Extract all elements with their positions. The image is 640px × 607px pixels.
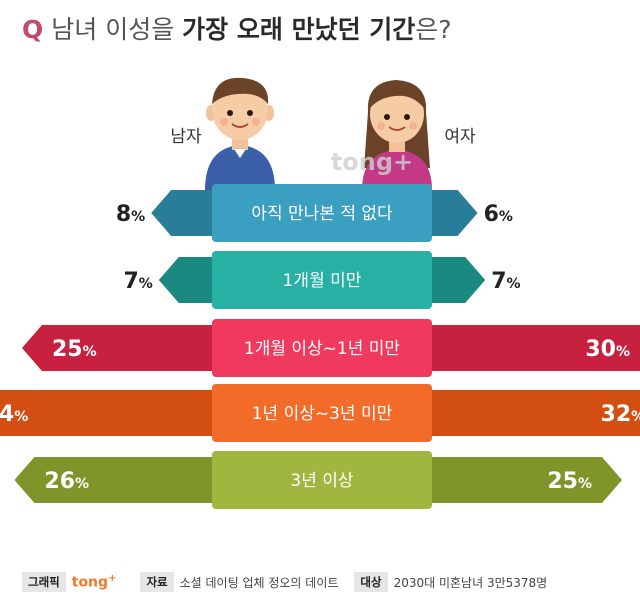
- female-bar: [432, 325, 640, 371]
- male-value: 34%: [0, 402, 28, 427]
- watermark: tong+: [331, 148, 413, 176]
- title-part-1: 남녀 이성을: [51, 15, 183, 44]
- female-bar: [432, 257, 486, 303]
- graphic-tag: 그래픽: [22, 572, 66, 592]
- category-label: 3년 이상: [290, 471, 353, 491]
- source-text: 소셜 데이팅 업체 정오의 데이트: [179, 575, 339, 590]
- male-figure-icon: [205, 77, 275, 190]
- male-value: 8%: [116, 202, 145, 227]
- female-bar: [432, 457, 622, 503]
- female-value: 6%: [484, 202, 513, 227]
- target-text: 2030대 미혼남녀 3만5378명: [393, 575, 548, 590]
- female-value: 30%: [585, 337, 630, 362]
- male-value: 26%: [44, 469, 89, 494]
- target-tag: 대상: [354, 572, 388, 592]
- footer: 그래픽 tong+ 자료 소셜 데이팅 업체 정오의 데이트 대상 2030대 …: [22, 570, 622, 594]
- female-label: 여자: [444, 127, 476, 147]
- male-value: 7%: [123, 269, 152, 294]
- category-band: [212, 251, 432, 309]
- category-band: [212, 319, 432, 377]
- source-tag: 자료: [140, 572, 174, 592]
- chart-area: 남자 여자 tong+ 아직 만나본 적 없다 8% 6% 1개월 미만 7% 7% 1개월…: [0, 77, 640, 509]
- category-label: 1개월 이상~1년 미만: [244, 339, 401, 359]
- category-band: [212, 184, 432, 242]
- male-bar: [14, 457, 213, 503]
- title-emphasis: 가장 오래 만났던 기간: [182, 15, 416, 44]
- title-part-2: 은?: [415, 15, 452, 44]
- brand-name: tong: [71, 574, 109, 591]
- female-value: 7%: [491, 269, 520, 294]
- female-bar: [432, 190, 478, 236]
- male-bar: [151, 190, 212, 236]
- male-bar: [158, 257, 212, 303]
- brand-plus: +: [108, 573, 117, 585]
- question-mark-label: Q: [22, 15, 44, 44]
- category-label: 1개월 미만: [283, 271, 362, 291]
- male-label: 남자: [170, 127, 202, 147]
- category-label: 아직 만나본 적 없다: [251, 204, 393, 224]
- female-figure-icon: [362, 80, 432, 190]
- brand-logo: tong+: [72, 573, 117, 591]
- category-band: [212, 451, 432, 509]
- female-value: 32%: [601, 402, 640, 427]
- male-value: 25%: [52, 337, 97, 362]
- female-bar: [432, 390, 640, 436]
- female-value: 25%: [547, 469, 592, 494]
- category-label: 1년 이상~3년 미만: [252, 404, 393, 424]
- chart-title: Q 남녀 이성을 가장 오래 만났던 기간은?: [22, 8, 622, 52]
- male-bar: [22, 325, 212, 371]
- category-band: [212, 384, 432, 442]
- male-bar: [0, 390, 212, 436]
